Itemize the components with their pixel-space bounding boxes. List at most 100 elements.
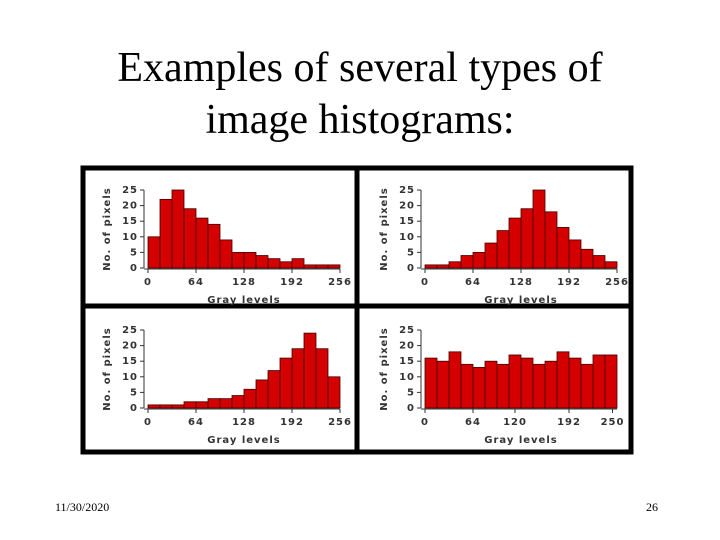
y-axis-label: No. of pixels <box>102 187 113 270</box>
x-tick-label: 120 <box>503 417 527 428</box>
bar <box>147 236 161 269</box>
x-tick-label: 128 <box>232 417 256 428</box>
x-tick-label: 250 <box>601 417 625 428</box>
x-tick-label: 256 <box>328 277 352 288</box>
x-axis-label: Gray levels <box>484 295 557 306</box>
y-tick-label: 10 <box>122 232 138 243</box>
bar <box>243 251 257 269</box>
x-tick-label: 64 <box>465 417 481 428</box>
bar <box>604 261 618 269</box>
bar <box>580 363 594 409</box>
bar <box>159 198 173 269</box>
bar <box>171 189 185 269</box>
y-tick-label: 15 <box>399 216 415 227</box>
y-tick-label: 5 <box>407 247 415 258</box>
x-tick-label: 0 <box>421 417 429 428</box>
y-tick-label: 25 <box>399 325 415 336</box>
bar <box>460 363 474 409</box>
bar <box>556 227 570 269</box>
bar <box>243 388 257 409</box>
x-tick-label: 128 <box>509 277 533 288</box>
bar <box>303 332 317 409</box>
y-axis-label: No. of pixels <box>379 187 390 270</box>
bar <box>279 357 293 409</box>
bar <box>520 208 534 269</box>
bar <box>424 264 438 269</box>
bar <box>544 211 558 269</box>
bar <box>508 354 522 409</box>
y-tick-label: 15 <box>122 216 138 227</box>
y-tick-label: 5 <box>407 387 415 398</box>
y-tick-label: 20 <box>399 201 415 212</box>
x-tick-label: 256 <box>605 277 629 288</box>
bar <box>472 251 486 269</box>
bar <box>592 255 606 269</box>
x-tick-label: 64 <box>188 277 204 288</box>
slide-title: Examples of several types of image histo… <box>117 45 603 143</box>
bar <box>448 351 462 409</box>
bar <box>508 217 522 269</box>
y-tick-label: 20 <box>122 341 138 352</box>
y-tick-label: 0 <box>407 403 415 414</box>
bar <box>195 401 209 409</box>
y-tick-label: 25 <box>122 185 138 196</box>
bar <box>219 398 233 409</box>
y-tick-label: 5 <box>130 247 138 258</box>
bar <box>183 208 197 269</box>
bar <box>255 379 269 409</box>
bar <box>207 223 221 269</box>
bar <box>436 360 450 409</box>
bar <box>496 363 510 409</box>
slide-page: 26 <box>646 500 658 514</box>
x-tick-label: 64 <box>188 417 204 428</box>
bar <box>520 357 534 409</box>
x-tick-label: 256 <box>328 417 352 428</box>
bar <box>315 264 329 269</box>
y-tick-label: 10 <box>399 372 415 383</box>
x-tick-label: 64 <box>465 277 481 288</box>
bar <box>159 404 173 409</box>
bar <box>568 357 582 409</box>
y-tick-label: 15 <box>122 356 138 367</box>
y-tick-label: 5 <box>130 387 138 398</box>
bar <box>231 251 245 269</box>
bar <box>255 255 269 269</box>
bar <box>183 401 197 409</box>
y-axis-label: No. of pixels <box>379 327 390 410</box>
bar <box>424 357 438 409</box>
bar <box>207 398 221 409</box>
y-tick-label: 15 <box>399 356 415 367</box>
bar <box>532 189 546 269</box>
bar <box>496 230 510 269</box>
bar <box>568 239 582 269</box>
bar <box>592 354 606 409</box>
bar <box>195 217 209 269</box>
y-tick-label: 25 <box>122 325 138 336</box>
y-tick-label: 20 <box>122 201 138 212</box>
y-tick-label: 10 <box>122 372 138 383</box>
bar <box>436 264 450 269</box>
bar <box>291 348 305 409</box>
x-tick-label: 192 <box>557 417 581 428</box>
y-tick-label: 0 <box>130 403 138 414</box>
bar <box>303 264 317 269</box>
y-tick-label: 25 <box>399 185 415 196</box>
bar <box>267 258 281 269</box>
bar <box>267 370 281 409</box>
x-tick-label: 128 <box>232 277 256 288</box>
y-tick-label: 0 <box>407 263 415 274</box>
bar <box>279 261 293 269</box>
y-tick-label: 10 <box>399 232 415 243</box>
bar <box>315 348 329 409</box>
bar <box>448 261 462 269</box>
bar <box>604 354 618 409</box>
bar <box>580 248 594 269</box>
bar <box>231 395 245 409</box>
bar <box>327 376 341 409</box>
x-tick-label: 0 <box>421 277 429 288</box>
x-axis-label: Gray levels <box>207 435 280 446</box>
bar <box>484 360 498 409</box>
bar <box>147 404 161 409</box>
